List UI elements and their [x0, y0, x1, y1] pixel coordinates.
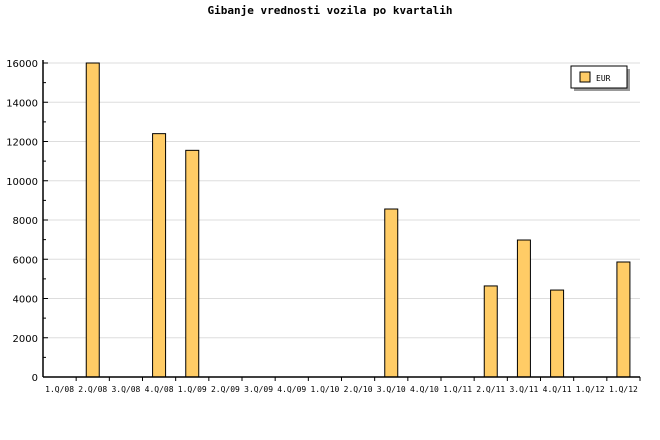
legend-label: EUR [596, 74, 611, 83]
x-tick-label: 4.Q/09 [277, 385, 306, 394]
x-tick-label: 1.Q/12 [576, 385, 605, 394]
x-tick-label: 2.Q/09 [211, 385, 240, 394]
x-tick-label: 4.Q/11 [543, 385, 572, 394]
legend-swatch [579, 71, 591, 83]
bar [550, 289, 565, 378]
bar [516, 239, 531, 378]
x-tick-label: 2.Q/10 [344, 385, 373, 394]
y-tick-label: 6000 [13, 255, 38, 266]
x-tick-label: 2.Q/11 [476, 385, 505, 394]
y-tick-label: 12000 [6, 138, 38, 149]
x-tick-label: 4.Q/08 [145, 385, 174, 394]
x-tick-label: 3.Q/08 [111, 385, 140, 394]
x-tick-label: 1.Q/11 [443, 385, 472, 394]
x-tick-label: 1.Q/08 [45, 385, 74, 394]
x-tick-label: 4.Q/10 [410, 385, 439, 394]
x-tick-label: 3.Q/10 [377, 385, 406, 394]
bar [185, 149, 200, 378]
x-tick-label: 1.Q/10 [310, 385, 339, 394]
y-tick-label: 4000 [13, 295, 38, 306]
y-tick-label: 2000 [13, 334, 38, 345]
y-tick-label: 14000 [6, 98, 38, 109]
x-tick-label: 2.Q/08 [78, 385, 107, 394]
y-tick-label: 10000 [6, 177, 38, 188]
y-tick-label: 0 [32, 373, 38, 384]
bar [616, 261, 631, 378]
x-tick-label: 3.Q/09 [244, 385, 273, 394]
x-tick-label: 1.Q/09 [178, 385, 207, 394]
chart-title: Gibanje vrednosti vozila po kvartalih [207, 4, 453, 17]
x-tick-label: 3.Q/11 [509, 385, 538, 394]
bar [152, 133, 167, 378]
x-tick-label: 1.Q/12 [609, 385, 638, 394]
y-tick-label: 8000 [13, 216, 38, 227]
bar [483, 285, 498, 378]
bar [85, 62, 100, 378]
y-tick-label: 16000 [6, 59, 38, 70]
bar [384, 208, 399, 378]
